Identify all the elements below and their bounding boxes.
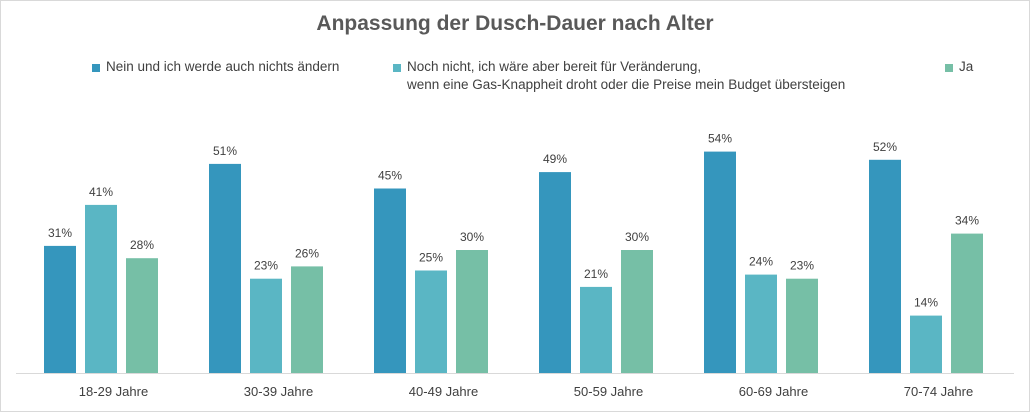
data-label-1-3: 45% bbox=[378, 169, 402, 183]
category-label-1: 18-29 Jahre bbox=[79, 384, 148, 399]
bar-3-5 bbox=[786, 278, 818, 373]
data-label-2-1: 41% bbox=[89, 185, 113, 199]
legend-swatch-nein bbox=[92, 64, 100, 72]
bar-2-3 bbox=[415, 270, 447, 373]
data-label-1-1: 31% bbox=[48, 226, 72, 240]
bar-3-2 bbox=[291, 266, 323, 373]
bar-3-6 bbox=[951, 233, 983, 373]
category-label-5: 60-69 Jahre bbox=[739, 384, 808, 399]
legend-label-noch-nicht: Noch nicht, ich wäre aber bereit für Ver… bbox=[407, 58, 845, 94]
legend-label-noch-nicht-line2: wenn eine Gas-Knappheit droht oder die P… bbox=[407, 77, 846, 92]
data-label-1-5: 54% bbox=[708, 132, 732, 146]
data-label-3-1: 28% bbox=[130, 238, 154, 252]
data-label-2-2: 23% bbox=[254, 259, 278, 273]
data-label-3-6: 34% bbox=[955, 214, 979, 228]
data-label-3-4: 30% bbox=[625, 230, 649, 244]
bar-1-3 bbox=[374, 188, 406, 373]
data-label-2-3: 25% bbox=[419, 251, 443, 265]
data-label-1-2: 51% bbox=[213, 144, 237, 158]
category-label-2: 30-39 Jahre bbox=[244, 384, 313, 399]
bar-1-2 bbox=[209, 163, 241, 373]
legend-swatch-ja bbox=[945, 64, 953, 72]
category-label-6: 70-74 Jahre bbox=[904, 384, 973, 399]
bar-2-2 bbox=[250, 278, 282, 373]
category-label-4: 50-59 Jahre bbox=[574, 384, 643, 399]
data-label-1-6: 52% bbox=[873, 140, 897, 154]
bar-1-5 bbox=[704, 151, 736, 373]
data-label-3-2: 26% bbox=[295, 246, 319, 260]
bar-2-1 bbox=[85, 204, 117, 373]
legend-label-noch-nicht-line1: Noch nicht, ich wäre aber bereit für Ver… bbox=[407, 59, 702, 74]
bar-1-1 bbox=[44, 245, 76, 373]
data-label-1-4: 49% bbox=[543, 152, 567, 166]
bar-2-6 bbox=[910, 315, 942, 373]
bar-3-1 bbox=[126, 258, 158, 373]
bar-3-4 bbox=[621, 250, 653, 373]
bar-2-4 bbox=[580, 286, 612, 373]
chart-title: Anpassung der Dusch-Dauer nach Alter bbox=[316, 12, 714, 35]
data-label-2-4: 21% bbox=[584, 267, 608, 281]
data-label-3-5: 23% bbox=[790, 259, 814, 273]
bar-3-3 bbox=[456, 250, 488, 373]
bar-1-4 bbox=[539, 172, 571, 373]
category-label-3: 40-49 Jahre bbox=[409, 384, 478, 399]
data-label-2-5: 24% bbox=[749, 255, 773, 269]
data-label-2-6: 14% bbox=[914, 296, 938, 310]
bar-1-6 bbox=[869, 159, 901, 373]
legend-label-ja: Ja bbox=[959, 59, 974, 74]
legend-label-nein: Nein und ich werde auch nichts ändern bbox=[106, 59, 340, 74]
legend-swatch-noch-nicht bbox=[393, 64, 401, 72]
bar-2-5 bbox=[745, 274, 777, 373]
data-label-3-3: 30% bbox=[460, 230, 484, 244]
